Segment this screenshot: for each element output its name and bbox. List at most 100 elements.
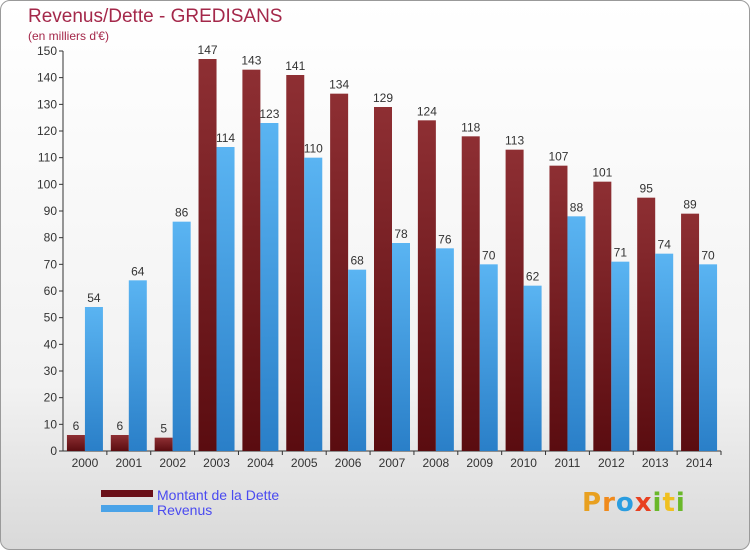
data-label: 101 [592, 166, 612, 180]
data-label: 95 [640, 182, 654, 196]
x-tick-label: 2001 [115, 456, 142, 470]
data-label: 147 [198, 43, 218, 57]
data-label: 134 [329, 78, 349, 92]
chart-data-labels: 6 6 5 147 143 141 134 129 124 118 113 107 101 95 89 54 6… [73, 43, 715, 436]
bar-revenus [567, 216, 586, 451]
bar-dette [330, 93, 349, 452]
bar-revenus [392, 243, 410, 451]
y-tick-label: 90 [44, 204, 58, 218]
y-tick-label: 120 [37, 124, 57, 138]
bar-revenus [655, 253, 674, 451]
data-label: 110 [304, 142, 323, 156]
x-tick-label: 2010 [510, 456, 537, 470]
bar-dette [154, 437, 173, 451]
x-tick-label: 2011 [555, 456, 581, 470]
bar-revenus [699, 264, 718, 451]
y-tick-label: 110 [38, 151, 57, 165]
data-label: 78 [394, 227, 408, 241]
proxiti-logo: Proxiti [582, 488, 686, 518]
bar-dette [198, 59, 217, 451]
bar-revenus [304, 157, 323, 451]
data-label: 88 [570, 200, 584, 214]
data-label: 5 [160, 422, 167, 436]
legend-item-dette: Montant de la Dette [101, 487, 321, 506]
data-label: 6 [116, 419, 123, 433]
bar-dette [374, 107, 392, 451]
data-label: 62 [526, 270, 540, 284]
y-tick-label: 140 [37, 71, 57, 85]
legend-label-dette: Montant de la Dette [157, 487, 280, 503]
bar-revenus [611, 261, 630, 451]
bar-dette [417, 120, 436, 451]
x-tick-label: 2003 [203, 456, 230, 470]
x-tick-label: 2006 [335, 456, 362, 470]
data-label: 143 [241, 54, 261, 68]
y-tick-label: 60 [44, 284, 58, 298]
bar-revenus [523, 285, 542, 451]
bar-dette [110, 435, 129, 451]
bar-dette [593, 181, 612, 451]
data-label: 71 [614, 246, 628, 260]
y-tick-label: 70 [44, 257, 58, 271]
x-tick-label: 2007 [379, 456, 406, 470]
bar-revenus [216, 147, 235, 451]
x-tick-label: 2014 [686, 456, 713, 470]
data-label: 141 [285, 59, 305, 73]
bar-dette [286, 75, 305, 451]
bar-dette [242, 69, 261, 452]
bar-revenus [435, 248, 454, 451]
data-label: 74 [658, 238, 672, 252]
bar-revenus [128, 280, 147, 451]
data-label: 54 [87, 291, 101, 305]
bar-dette [461, 136, 480, 452]
y-tick-label: 150 [37, 44, 57, 58]
legend-label-revenus: Revenus [157, 502, 213, 518]
legend-swatch-revenus [101, 505, 153, 512]
data-label: 123 [259, 107, 279, 121]
x-tick-label: 2000 [72, 456, 99, 470]
bar-revenus [172, 221, 191, 451]
y-tick-label: 130 [37, 97, 57, 111]
y-tick-label: 0 [50, 444, 57, 458]
data-label: 6 [73, 419, 80, 433]
y-tick-label: 80 [44, 231, 58, 245]
y-tick-label: 10 [44, 417, 58, 431]
data-label: 129 [373, 91, 393, 105]
chart-subtitle: (en milliers d'€) [28, 29, 109, 43]
x-tick-label: 2013 [642, 456, 669, 470]
bar-dette [505, 149, 524, 451]
data-label: 89 [683, 198, 697, 212]
data-label: 76 [438, 232, 452, 246]
data-label: 64 [131, 264, 145, 278]
x-tick-label: 2005 [291, 456, 318, 470]
bar-revenus [348, 269, 367, 451]
chart-title: Revenus/Dette - GREDISANS [28, 6, 283, 27]
bar-revenus [84, 307, 103, 451]
x-tick-label: 2004 [247, 456, 274, 470]
data-label: 68 [350, 254, 364, 268]
bar-dette [549, 165, 568, 451]
x-tick-label: 2008 [423, 456, 450, 470]
data-label: 107 [548, 150, 568, 164]
x-tick-label: 2012 [598, 456, 625, 470]
legend-swatch-dette [101, 490, 153, 497]
data-label: 70 [482, 248, 496, 262]
x-tick-label: 2002 [159, 456, 186, 470]
data-label: 114 [216, 131, 235, 145]
data-label: 86 [175, 206, 189, 220]
bar-dette [66, 435, 85, 451]
bar-dette [637, 197, 656, 451]
legend-item-revenus: Revenus [101, 502, 321, 521]
y-tick-label: 40 [44, 337, 58, 351]
chart-bars [66, 59, 718, 452]
bar-revenus [479, 264, 498, 451]
y-tick-label: 30 [44, 364, 58, 378]
bar-revenus [260, 123, 279, 451]
y-tick-label: 100 [37, 177, 57, 191]
data-label: 118 [461, 120, 480, 134]
bar-dette [681, 213, 700, 451]
y-tick-label: 20 [44, 391, 58, 405]
data-label: 124 [417, 104, 437, 118]
